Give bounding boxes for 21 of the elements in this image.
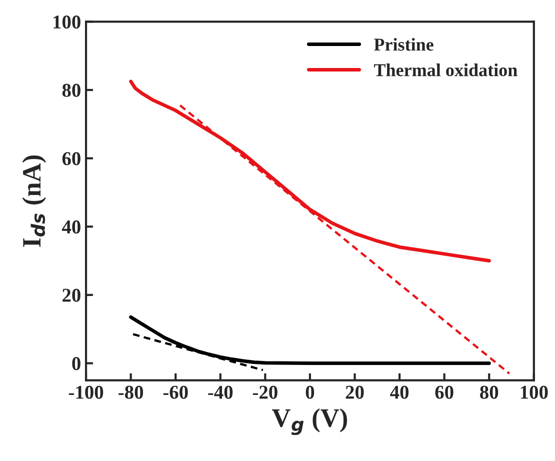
x-axis-title: V$_{g}$ (V)	[272, 408, 348, 435]
x-tick-label: -20	[252, 386, 278, 399]
x-tick-label: 80	[480, 386, 498, 399]
x-tick-label: 60	[435, 386, 454, 399]
legend-label: Pristine	[374, 38, 434, 51]
y-tick-label: 20	[62, 288, 80, 302]
x-tick-label: 40	[390, 386, 409, 399]
y-tick-label: 0	[72, 357, 80, 370]
y-tick-label: 60	[62, 152, 80, 166]
y-tick-label: 80	[62, 84, 80, 97]
x-tick-label: -100	[68, 386, 104, 399]
y-tick-label: 100	[54, 15, 80, 29]
y-tick-label: 40	[62, 220, 80, 234]
y-axis-title: I$_{ds}$ (nA)	[22, 155, 46, 247]
x-tick-label: -60	[163, 386, 188, 399]
x-tick-label: -80	[118, 386, 144, 399]
x-tick-label: 20	[346, 386, 364, 399]
x-tick-label: -40	[208, 386, 233, 399]
x-tick-label: 100	[520, 386, 548, 399]
x-tick-label: 0	[306, 386, 314, 399]
legend-label: Thermal oxidation	[374, 64, 518, 76]
